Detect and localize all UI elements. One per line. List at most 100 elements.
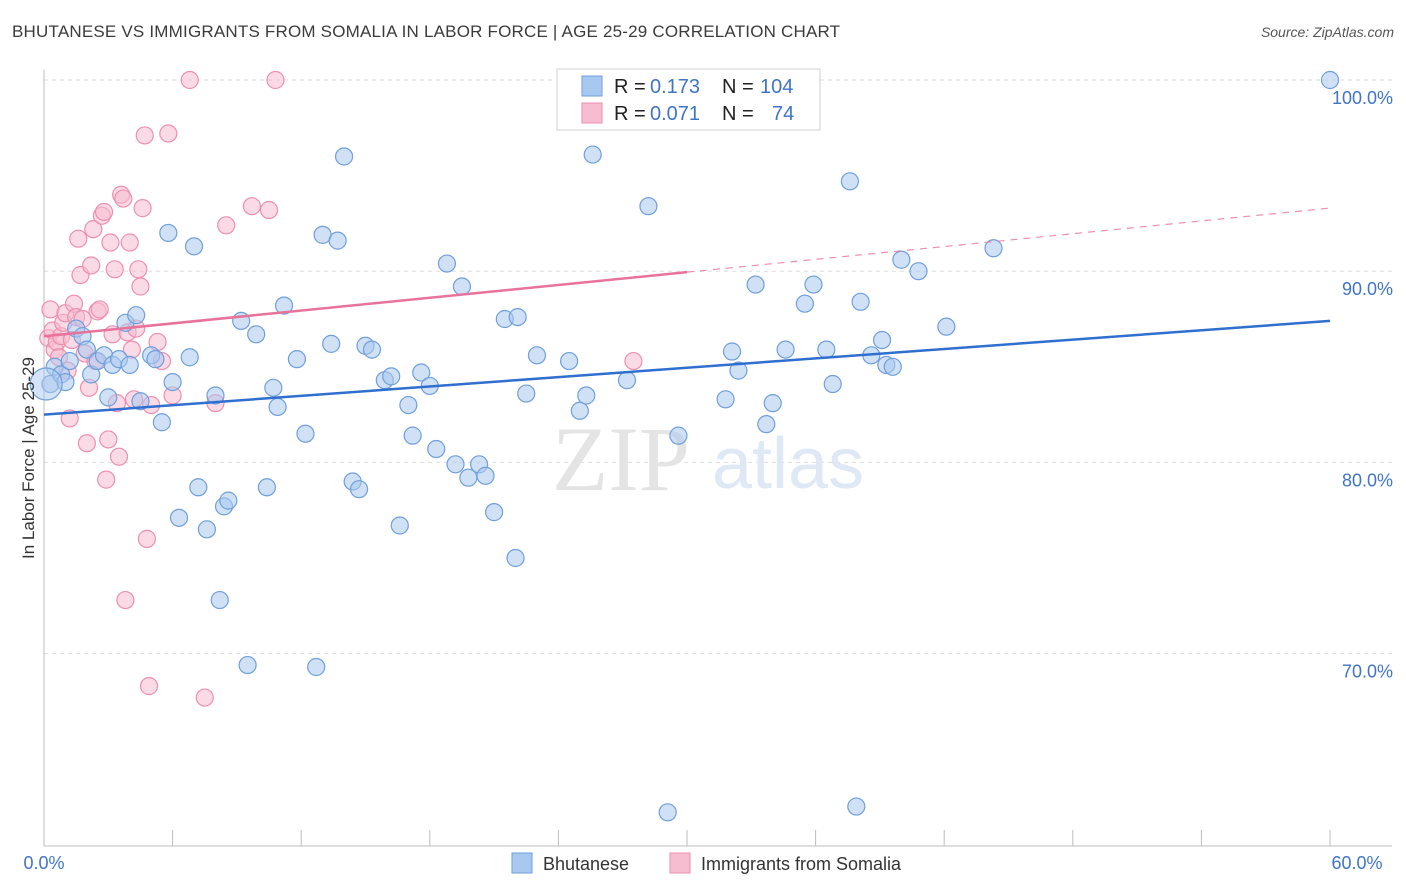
bhutanese-point-78	[716, 390, 735, 409]
bhutanese-point-29	[210, 590, 229, 610]
x-tick-label-min: 0.0%	[23, 853, 64, 873]
somalia-point-43	[131, 277, 150, 296]
somalia-point-58	[259, 200, 279, 220]
trend-line-somalia-solid	[43, 270, 688, 338]
bhutanese-point-84	[776, 340, 795, 359]
bhutanese-point-49	[362, 340, 382, 359]
bhutanese-point-97	[909, 262, 928, 281]
axes	[43, 70, 1392, 847]
bhutanese-point-31	[219, 491, 238, 510]
bhutanese-point-34	[247, 325, 266, 344]
bhutanese-point-43	[322, 334, 341, 353]
somalia-point-53	[180, 70, 199, 90]
somalia-point-46	[137, 529, 156, 548]
bhutanese-point-33	[238, 655, 257, 675]
bhutanese-point-36	[264, 378, 283, 397]
bhutanese-point-47	[349, 480, 369, 499]
bhutanese-point-54	[403, 426, 422, 445]
somalia-point-47	[139, 677, 159, 696]
bhutanese-point-86	[804, 275, 823, 294]
bhutanese-point-51	[382, 367, 401, 386]
somalia-point-57	[242, 197, 262, 216]
bhutanese-point-27	[197, 520, 216, 539]
bhutanese-point-53	[399, 395, 418, 415]
bhutanese-point-81	[746, 275, 765, 294]
watermark: ZIP atlas	[552, 408, 864, 510]
trend-line-bhutanese	[43, 319, 1331, 416]
x-tick-label-max: 60.0%	[1331, 853, 1382, 873]
somalia-point-31	[105, 260, 124, 279]
bhutanese-cluster-point	[29, 367, 63, 401]
somalia-point-29	[101, 233, 120, 252]
somalia-point-27	[97, 470, 116, 489]
bhutanese-point-37	[268, 397, 287, 417]
trend-line-somalia-dashed	[686, 207, 1331, 273]
bhutanese-point-96	[892, 250, 911, 269]
somalia-point-44	[133, 199, 152, 218]
legend-label-somalia: Immigrants from Somalia	[701, 854, 902, 874]
stats-r-value-bhutanese: 0.173	[650, 76, 700, 98]
bhutanese-point-93	[872, 330, 892, 350]
bhutanese-point-19	[146, 350, 165, 369]
bhutanese-point-22	[163, 372, 182, 392]
bhutanese-point-72	[577, 386, 596, 405]
somalia-point-56	[217, 216, 236, 235]
somalia-point-60	[624, 351, 643, 371]
somalia-point-42	[129, 260, 148, 279]
bhutanese-point-63	[476, 466, 495, 485]
stats-r-label-somalia: R =	[614, 103, 646, 125]
bhutanese-point-20	[152, 413, 171, 432]
bhutanese-point-80	[729, 361, 748, 380]
series-immigrants-from-somalia	[39, 70, 643, 707]
bhutanese-point-71	[570, 401, 589, 420]
bhutanese-point-89	[840, 172, 859, 191]
bhutanese-point-87	[817, 340, 836, 359]
bhutanese-point-83	[763, 394, 782, 413]
bhutanese-point-17	[131, 392, 150, 411]
stats-legend-swatch-somalia	[581, 102, 603, 124]
bhutanese-point-69	[527, 346, 547, 365]
gridlines	[44, 79, 1392, 655]
somalia-point-24	[90, 300, 109, 319]
somalia-point-33	[109, 447, 129, 466]
series-legend: Bhutanese Immigrants from Somalia	[511, 852, 902, 874]
bhutanese-point-16	[127, 306, 146, 325]
stats-legend: R = 0.173 N = 104 R = 0.071 N = 74	[556, 68, 821, 131]
bhutanese-point-88	[823, 374, 842, 394]
bhutanese-point-76	[658, 803, 677, 822]
bhutanese-point-91	[851, 292, 870, 311]
somalia-point-45	[135, 126, 154, 145]
bhutanese-point-98	[937, 317, 956, 336]
bhutanese-point-57	[427, 439, 446, 459]
bhutanese-point-35	[257, 478, 277, 497]
chart-title: BHUTANESE VS IMMIGRANTS FROM SOMALIA IN …	[12, 22, 841, 41]
stats-n-value-bhutanese: 104	[760, 76, 793, 98]
watermark-atlas: atlas	[712, 424, 864, 504]
bhutanese-point-39	[287, 350, 307, 369]
x-ticks	[43, 830, 1331, 846]
bhutanese-point-79	[722, 342, 742, 361]
stats-legend-swatch-bhutanese	[581, 75, 603, 97]
somalia-point-35	[114, 189, 133, 208]
legend-swatch-somalia	[669, 852, 691, 874]
legend-label-bhutanese: Bhutanese	[543, 854, 629, 874]
bhutanese-point-77	[669, 426, 688, 445]
bhutanese-point-52	[390, 516, 409, 535]
bhutanese-point-58	[437, 254, 457, 273]
bhutanese-point-4	[60, 351, 79, 371]
watermark-zip: ZIP	[552, 408, 690, 510]
stats-n-label-bhutanese: N =	[722, 76, 754, 98]
bhutanese-point-28	[206, 386, 225, 405]
somalia-point-59	[266, 70, 285, 90]
bhutanese-point-45	[334, 147, 354, 166]
bhutanese-point-75	[639, 197, 658, 216]
bhutanese-point-85	[795, 294, 814, 313]
bhutanese-point-26	[189, 478, 208, 497]
somalia-point-18	[77, 434, 96, 453]
somalia-point-54	[195, 688, 214, 707]
somalia-point-1	[41, 300, 60, 319]
bhutanese-point-24	[180, 348, 199, 367]
bhutanese-point-15	[120, 355, 139, 374]
bhutanese-point-41	[307, 657, 326, 677]
